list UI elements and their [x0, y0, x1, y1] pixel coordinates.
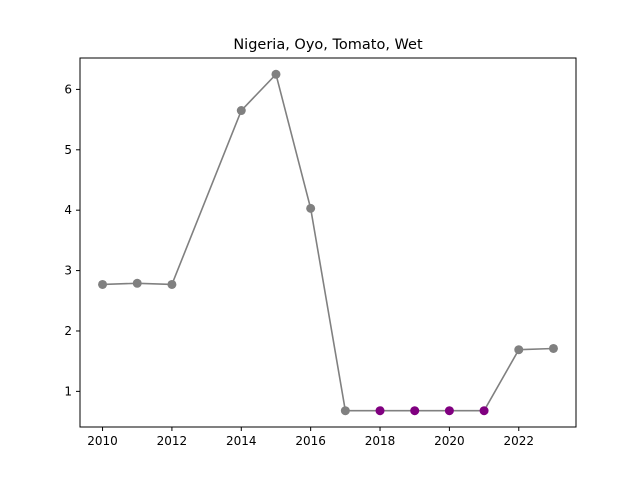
data-point: [410, 406, 420, 416]
x-tick-label: 2020: [434, 434, 465, 448]
data-point: [167, 279, 177, 289]
data-point: [444, 406, 454, 416]
x-tick-label: 2014: [226, 434, 257, 448]
y-tick-label: 1: [64, 384, 72, 398]
series-line: [102, 72, 554, 412]
data-point: [236, 106, 246, 116]
data-point: [306, 203, 316, 213]
data-point: [271, 69, 281, 79]
data-point: [479, 406, 489, 416]
data-point: [132, 278, 142, 288]
data-point: [514, 345, 524, 355]
plot-area-frame: [79, 57, 577, 428]
x-tick-label: 2016: [295, 434, 326, 448]
y-tick-label: 4: [64, 203, 72, 217]
y-tick-label: 5: [64, 143, 72, 157]
data-point: [340, 406, 350, 416]
y-tick-label: 6: [64, 82, 72, 96]
axis-ticks: 2010 2012 2014 2016 2018 2020 2022 1 2 3 4 5 6: [64, 82, 534, 448]
data-point: [548, 343, 558, 353]
x-tick-label: 2022: [503, 434, 534, 448]
data-point: [375, 406, 385, 416]
x-tick-label: 2018: [365, 434, 396, 448]
data-point: [98, 279, 108, 289]
y-tick-label: 2: [64, 324, 72, 338]
x-tick-label: 2010: [87, 434, 118, 448]
data-points: [98, 69, 558, 416]
chart-title: Nigeria, Oyo, Tomato, Wet: [233, 37, 423, 53]
x-tick-label: 2012: [157, 434, 188, 448]
y-tick-label: 3: [64, 264, 72, 278]
